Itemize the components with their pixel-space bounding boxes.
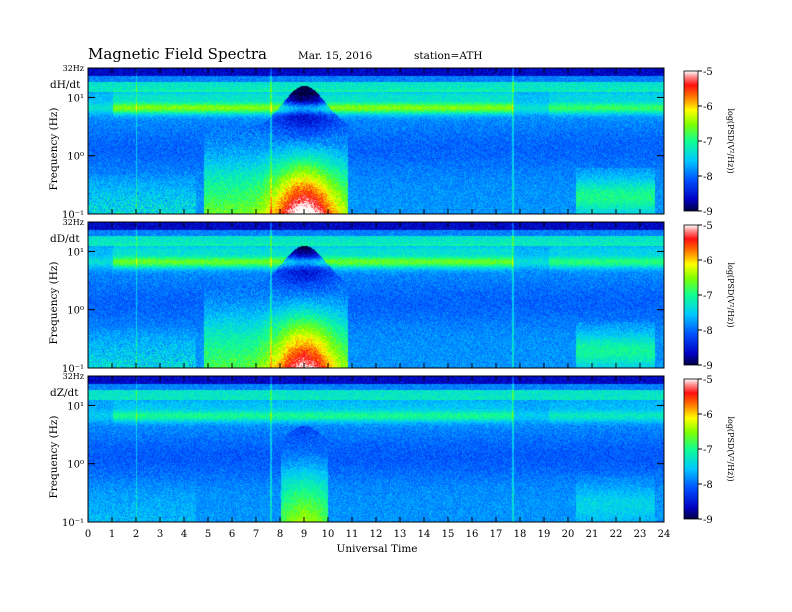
x-tick-label: 18 xyxy=(514,529,527,540)
panel-dD-dt: 32Hz dD/dt 10¹ 10⁰ 10⁻¹ Frequency (Hz) -5 -6 -7 -… xyxy=(48,218,735,375)
x-tick-label: 19 xyxy=(538,529,551,540)
y-tick-label: 10¹ xyxy=(67,247,84,258)
x-tick-label: 24 xyxy=(658,529,671,540)
x-tick-label: 11 xyxy=(346,529,359,540)
x-tick-label: 16 xyxy=(466,529,479,540)
x-tick-label: 8 xyxy=(277,529,283,540)
x-axis-label: Universal Time xyxy=(336,543,417,555)
x-tick-label: 6 xyxy=(229,529,235,540)
colorbar-tick-label: -9 xyxy=(703,207,713,218)
component-label: dZ/dt xyxy=(50,387,79,399)
component-label: dD/dt xyxy=(50,233,80,245)
spectrogram-panels: 32Hz dH/dt 10¹ 10⁰ 10⁻¹ Frequency (Hz) -5 -6 -7 -… xyxy=(48,64,735,529)
y-axis-label: Frequency (Hz) xyxy=(48,107,60,190)
colorbar-tick-label: -7 xyxy=(703,445,713,456)
y-tick-label: 10¹ xyxy=(67,93,84,104)
colorbar-label: log(PSD(V²/Hz)) xyxy=(726,416,735,481)
x-tick-label: 17 xyxy=(490,529,503,540)
x-tick-label: 7 xyxy=(253,529,259,540)
top-frequency-label: 32Hz xyxy=(63,372,84,381)
colorbar-tick-label: -5 xyxy=(703,221,713,232)
y-tick-label: 10⁰ xyxy=(67,460,84,471)
colorbar-tick-label: -8 xyxy=(703,480,713,491)
colorbar xyxy=(683,378,699,520)
colorbar-tick-label: -8 xyxy=(703,326,713,337)
x-tick-label: 0 xyxy=(85,529,91,540)
panel-dZ-dt: 32Hz dZ/dt 10¹ 10⁰ 10⁻¹ Frequency (Hz) -5 -6 -7 -… xyxy=(48,372,735,529)
spectrogram-image xyxy=(88,222,664,368)
y-tick-label: 10¹ xyxy=(67,401,84,412)
y-tick-label: 10⁰ xyxy=(67,152,84,163)
top-frequency-label: 32Hz xyxy=(63,64,84,73)
colorbar-tick-label: -5 xyxy=(703,375,713,386)
x-tick-label: 15 xyxy=(442,529,455,540)
x-tick-label: 12 xyxy=(370,529,383,540)
x-tick-label: 10 xyxy=(322,529,335,540)
x-tick-label: 14 xyxy=(418,529,431,540)
colorbar-tick-label: -6 xyxy=(703,256,713,267)
chart-date: Mar. 15, 2016 xyxy=(298,50,373,62)
colorbar-label: log(PSD(V²/Hz)) xyxy=(726,108,735,173)
colorbar-label: log(PSD(V²/Hz)) xyxy=(726,262,735,327)
chart-title: Magnetic Field Spectra xyxy=(88,45,267,63)
y-tick-label: 10⁻¹ xyxy=(62,364,84,375)
colorbar-tick-label: -6 xyxy=(703,102,713,113)
y-axis-label: Frequency (Hz) xyxy=(48,415,60,498)
spectrogram-image xyxy=(88,376,664,522)
colorbar-tick-label: -9 xyxy=(703,515,713,526)
time-axis: 0 1 2 3 4 5 6 7 8 9 10 11 12 13 14 15 16 17 18 19 20 21 22 23 24 xyxy=(85,529,671,540)
x-tick-label: 4 xyxy=(181,529,187,540)
top-frequency-label: 32Hz xyxy=(63,218,84,227)
colorbar xyxy=(683,70,699,212)
x-tick-label: 3 xyxy=(157,529,163,540)
x-tick-label: 5 xyxy=(205,529,211,540)
y-axis-label: Frequency (Hz) xyxy=(48,261,60,344)
colorbar-tick-label: -5 xyxy=(703,67,713,78)
x-tick-label: 22 xyxy=(610,529,623,540)
component-label: dH/dt xyxy=(50,79,81,91)
x-tick-label: 9 xyxy=(301,529,307,540)
station-label: station=ATH xyxy=(414,50,483,62)
x-tick-label: 23 xyxy=(634,529,647,540)
colorbar-tick-label: -9 xyxy=(703,361,713,372)
y-tick-label: 10⁻¹ xyxy=(62,518,84,529)
x-tick-label: 21 xyxy=(586,529,599,540)
x-tick-label: 2 xyxy=(133,529,139,540)
x-tick-label: 13 xyxy=(394,529,407,540)
spectrogram-image xyxy=(88,68,664,214)
colorbar-tick-label: -6 xyxy=(703,410,713,421)
panel-dH-dt: 32Hz dH/dt 10¹ 10⁰ 10⁻¹ Frequency (Hz) -5 -6 -7 -… xyxy=(48,64,735,221)
colorbar-tick-label: -7 xyxy=(703,291,713,302)
y-tick-label: 10⁰ xyxy=(67,306,84,317)
y-tick-label: 10⁻¹ xyxy=(62,210,84,221)
x-tick-label: 20 xyxy=(562,529,575,540)
colorbar-tick-label: -8 xyxy=(703,172,713,183)
colorbar xyxy=(683,224,699,366)
colorbar-tick-label: -7 xyxy=(703,137,713,148)
x-tick-label: 1 xyxy=(109,529,115,540)
